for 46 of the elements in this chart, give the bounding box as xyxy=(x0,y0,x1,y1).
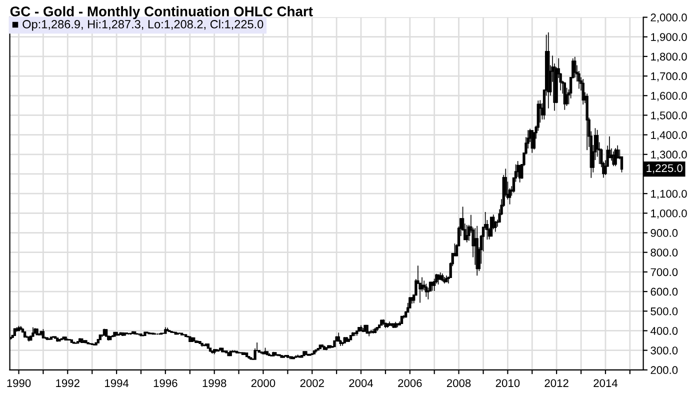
y-tick-label: 1,800.0 xyxy=(651,52,687,62)
y-tick-label: 1,700.0 xyxy=(651,72,687,82)
candlestick xyxy=(188,336,192,342)
x-tick-label: 2014 xyxy=(594,379,618,388)
y-tick-label: 800.0 xyxy=(650,248,678,256)
y-tick-label: 200.0 xyxy=(650,366,678,374)
y-tick-label: 1,600.0 xyxy=(651,92,687,102)
y-tick-label: 300.0 xyxy=(650,346,678,354)
candlestick xyxy=(146,331,148,334)
candlestick xyxy=(333,340,336,348)
x-tick-label: 2010 xyxy=(496,379,520,388)
x-tick-label: 2006 xyxy=(398,379,422,388)
y-tick-label: 1,000.0 xyxy=(651,209,687,219)
candlestick xyxy=(308,354,312,356)
y-tick-label: 700.0 xyxy=(650,268,678,276)
x-tick-label: 2002 xyxy=(300,379,324,388)
y-tick-label: 1,300.0 xyxy=(651,150,687,160)
x-tick-label: 2000 xyxy=(251,379,276,388)
x-tick-label: 2012 xyxy=(544,379,568,388)
chart-title: GC - Gold - Monthly Continuation OHLC Chart xyxy=(10,6,313,20)
x-tick-label: 1996 xyxy=(154,379,178,388)
y-tick-label: 500.0 xyxy=(650,307,678,316)
x-tick-label: 1994 xyxy=(105,379,129,388)
y-tick-label: 1,900.0 xyxy=(651,33,687,42)
y-tick-label: 400.0 xyxy=(650,326,678,335)
candlestick xyxy=(166,327,169,332)
y-tick-label: 1,400.0 xyxy=(651,131,687,140)
x-tick-label: 1998 xyxy=(202,379,226,388)
annotation: ■ Op:1,286.9, Hi:1,287.3, Lo:1,208.2, Cl:1,225.0 xyxy=(12,20,264,31)
y-tick-label: 1,100.0 xyxy=(651,190,687,200)
candlestick xyxy=(96,338,100,344)
y-tick-label: 2,000.0 xyxy=(650,14,687,23)
candlestick xyxy=(364,324,366,332)
y-tick-label: 600.0 xyxy=(650,288,678,296)
x-tick-label: 2008 xyxy=(446,379,471,388)
x-tick-label: 2004 xyxy=(349,379,374,388)
candlestick xyxy=(152,332,154,335)
x-tick-label: 1992 xyxy=(56,379,80,388)
candlestick xyxy=(123,332,126,336)
y-tick-label: 1,500.0 xyxy=(651,111,687,121)
x-tick-label: 1990 xyxy=(7,379,31,388)
annotation: 1,225.0 xyxy=(646,164,682,174)
candlestick xyxy=(98,334,102,340)
y-tick-label: 900.0 xyxy=(650,229,678,237)
candlestick xyxy=(490,216,493,237)
candlestick xyxy=(82,340,86,344)
